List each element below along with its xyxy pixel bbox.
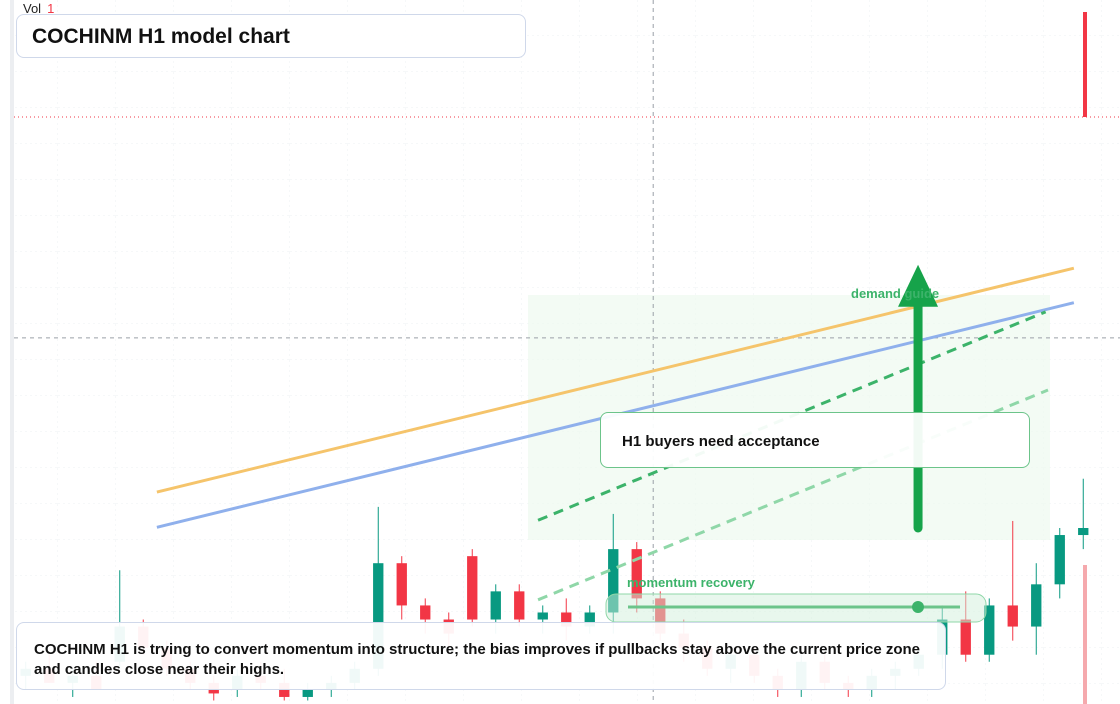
candle-body [1007, 605, 1018, 627]
volume-bar [1083, 12, 1087, 117]
candle-body [514, 591, 525, 620]
candle-body [396, 563, 407, 606]
arrow-head [898, 264, 939, 307]
candle-body [1031, 584, 1042, 627]
candle-body [420, 605, 431, 620]
candle-body [537, 612, 548, 620]
candle-body [1054, 535, 1065, 585]
volume-value: 1 [47, 1, 55, 16]
volume-bar [1083, 565, 1087, 704]
candle-body [490, 591, 501, 620]
chart-title: COCHINM H1 model chart [16, 14, 526, 58]
caption: COCHINM H1 is trying to convert momentum… [16, 622, 946, 690]
candle-body [608, 549, 619, 613]
momentum-dot [912, 601, 924, 613]
annotation: H1 buyers need acceptance [600, 412, 1030, 468]
volume-legend: Vol 1 [23, 1, 54, 16]
candle-body [960, 619, 971, 655]
candle-body [467, 556, 478, 620]
candle-body [1078, 528, 1089, 536]
candle-body [584, 612, 595, 627]
candle-body [373, 563, 384, 669]
candle-body [561, 612, 572, 627]
line-label: demand guide [851, 286, 939, 301]
line-label: momentum recovery [627, 575, 756, 590]
candle-body [631, 549, 642, 599]
candle-body [984, 605, 995, 655]
candle-body [302, 689, 313, 697]
volume-label: Vol [23, 1, 42, 16]
pane-edge [10, 0, 14, 704]
